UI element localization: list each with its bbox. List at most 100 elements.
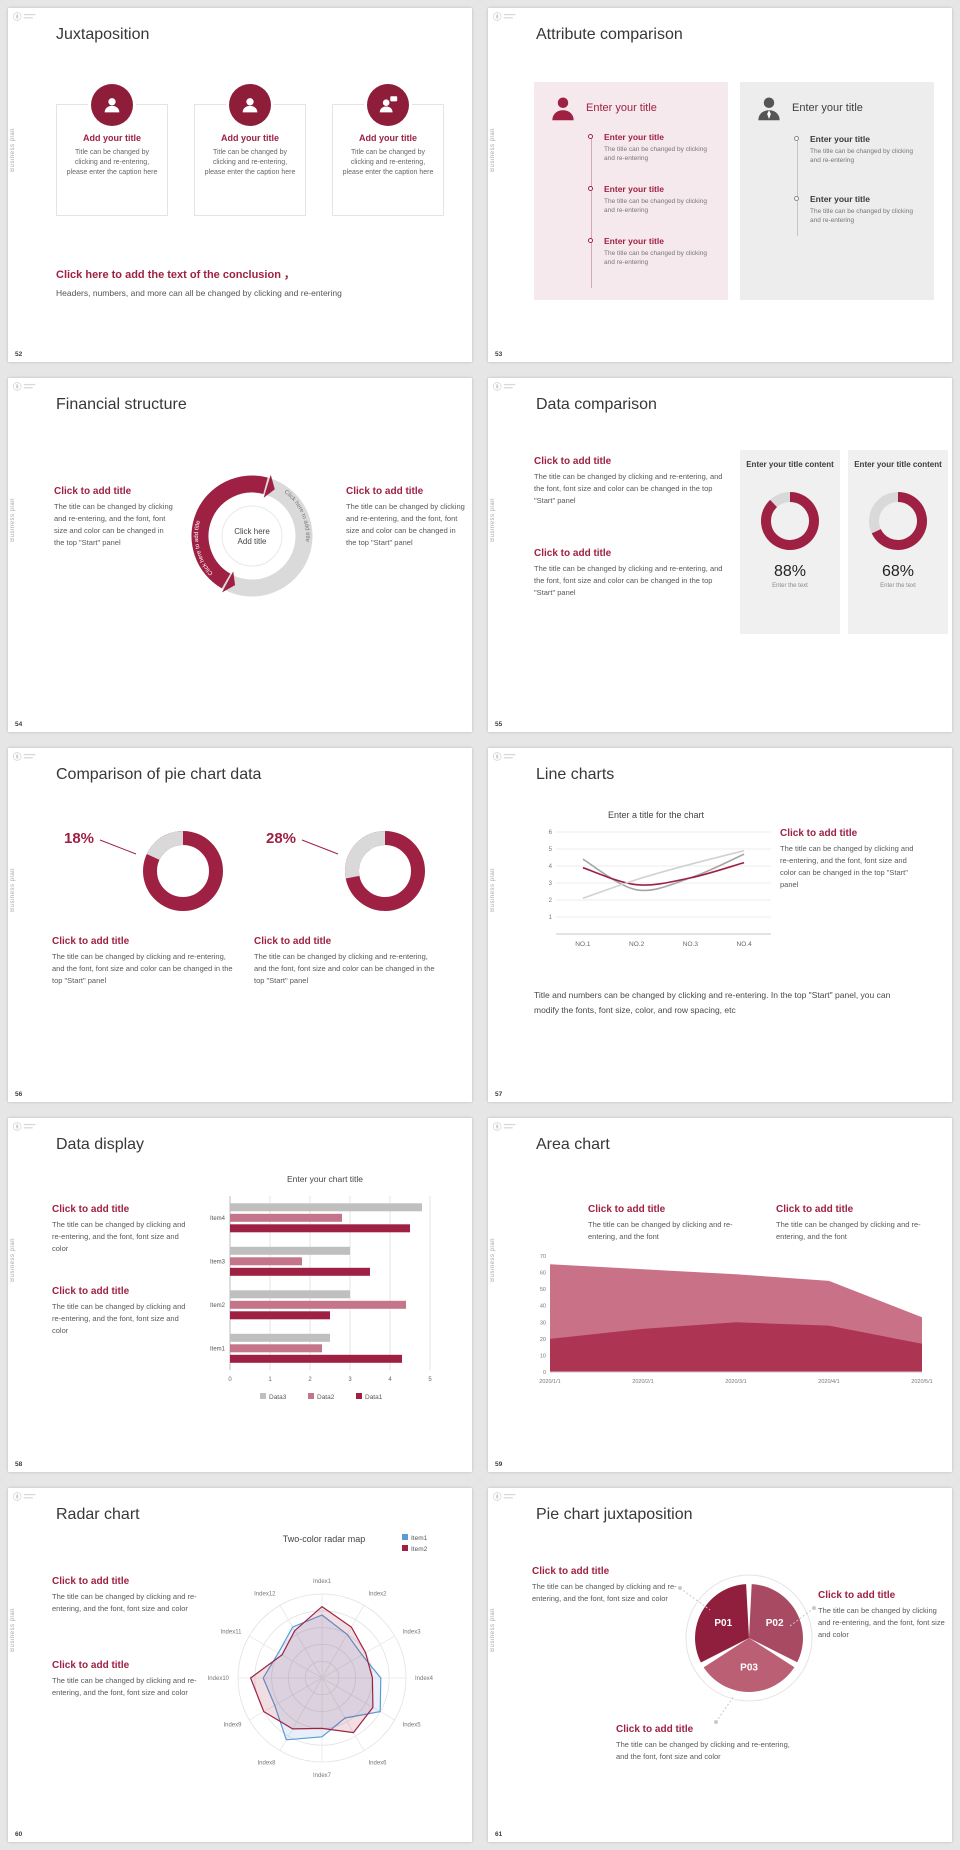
slide-57-line-charts[interactable]: Business plan Line charts Enter a title … [488,748,952,1102]
item-caption: The title can be changed by clicking and… [604,198,707,215]
block-title: Click to add title [54,486,132,497]
block-body: The title can be changed by clicking and… [534,564,723,597]
logo-icon [12,382,36,391]
pie-chart: P01 P02 P03 [685,1574,813,1702]
page-number: 57 [495,1091,503,1098]
svg-text:4: 4 [549,864,553,870]
text-block: Click to add title The title can be chan… [776,1204,941,1243]
svg-text:2020/3/1: 2020/3/1 [725,1379,746,1385]
block-title: Click to add title [776,1204,854,1215]
svg-text:2020/2/1: 2020/2/1 [632,1379,653,1385]
item-caption: The title can be changed by clicking and… [604,250,707,267]
svg-text:60: 60 [540,1271,546,1277]
logo-icon [492,1122,516,1131]
block-body: The title can be changed by clicking and… [588,1220,733,1241]
text-block: Click to add title The title can be chan… [52,1660,204,1699]
block-body: The title can be changed by clicking and… [346,502,465,547]
item-title: Enter your title [604,132,664,142]
card-caption: Title can be changed by clicking and re-… [342,149,434,177]
item-title: Enter your title [810,134,870,144]
slide-title: Data comparison [536,396,657,413]
sidebar-vertical-label: Business plan [10,128,16,172]
svg-text:Item2: Item2 [411,1546,428,1553]
text-block: Click to add title The title can be chan… [532,1566,680,1605]
radar-chart: Two-color radar map Item1 Item2 Index1 Index… [208,1534,434,1779]
timeline-item: Enter your title The title can be change… [794,194,922,225]
block-body: The title can be changed by clicking and… [54,502,173,547]
item-caption: The title can be changed by clicking and… [810,148,913,165]
footer-note: Title and numbers can be changed by clic… [534,990,891,1016]
slide-60-radar-chart[interactable]: Business plan Radar chart Click to add t… [8,1488,472,1842]
svg-text:20: 20 [540,1337,546,1343]
slide-58-data-display[interactable]: Business plan Data display Click to add … [8,1118,472,1472]
block-title: Click to add title [532,1566,610,1577]
percent-callout: 28% [266,830,297,847]
donut-group: 18% Click to add title The title can be … [52,824,240,1054]
logo-icon [492,1492,516,1501]
comparison-panel-right: Enter your title Enter your title The ti… [740,82,934,300]
donut-card: Enter your title content 88% Enter the t… [740,450,840,634]
sidebar-vertical-label: Business plan [10,868,16,912]
svg-text:Data1: Data1 [365,1394,383,1401]
svg-text:2: 2 [549,898,553,904]
page-number: 54 [15,721,23,728]
slide-59-area-chart[interactable]: Business plan Area chart Click to add ti… [488,1118,952,1472]
conclusion-title: Click here to add the text of the conclu… [56,269,295,281]
svg-text:P03: P03 [740,1663,758,1674]
slide-title: Financial structure [56,396,187,413]
svg-text:1: 1 [549,915,553,921]
card-title: Add your title [359,133,417,143]
slide-title: Pie chart juxtaposition [536,1506,693,1523]
percent-callout: 18% [64,830,95,847]
info-card: Add your title Title can be changed by c… [194,84,306,216]
timeline-line [591,136,592,288]
svg-text:Item3: Item3 [210,1259,226,1265]
svg-text:P02: P02 [766,1618,784,1629]
area-chart: 0 10 20 30 40 50 60 70 2020/1/1 2020/2/1 2020/3/1 2… [539,1254,932,1385]
timeline-dot-icon [588,134,593,139]
info-card: Add your title Title can be changed by c… [56,84,168,216]
svg-text:5: 5 [549,847,553,853]
donut-chart-28 [345,831,425,911]
timeline-item: Enter your title The title can be change… [588,236,716,267]
sidebar-vertical-label: Business plan [10,498,16,542]
slide-55-data-comparison[interactable]: Business plan Data comparison Click to a… [488,378,952,732]
page-number: 52 [15,351,23,358]
callout-line [301,839,339,855]
slide-61-pie-juxtaposition[interactable]: Business plan Pie chart juxtaposition Cl… [488,1488,952,1842]
timeline-item: Enter your title The title can be change… [588,184,716,215]
svg-text:1: 1 [268,1377,272,1383]
timeline-dot-icon [588,238,593,243]
slide-54-financial-structure[interactable]: Business plan Financial structure Click … [8,378,472,732]
slide-title: Data display [56,1136,145,1153]
svg-text:Item1: Item1 [210,1346,226,1352]
text-block: Click to add title The title can be chan… [780,828,920,891]
conclusion-body: Headers, numbers, and more can all be ch… [56,288,342,298]
svg-text:Two-color radar map: Two-color radar map [283,1534,366,1544]
block-body: The title can be changed by clicking and… [776,1220,921,1241]
svg-text:Click here: Click here [234,527,270,536]
person-chat-icon [367,84,409,126]
block-title: Click to add title [534,456,612,467]
timeline-dot-icon [588,186,593,191]
block-body: The title can be changed by clicking and… [532,1582,677,1603]
slide-56-pie-comparison[interactable]: Business plan Comparison of pie chart da… [8,748,472,1102]
card-caption: Enter the text [880,583,916,589]
svg-text:Index12: Index12 [254,1591,276,1597]
card-title: Add your title [83,133,141,143]
person-suit-icon [754,94,784,129]
logo-icon [12,1492,36,1501]
block-title: Click to add title [534,548,612,559]
card-row: Add your title Title can be changed by c… [56,84,444,216]
slide-53-attribute-comparison[interactable]: Business plan Attribute comparison Enter… [488,8,952,362]
timeline-item: Enter your title The title can be change… [794,134,922,165]
slide-title: Area chart [536,1136,610,1153]
svg-text:30: 30 [540,1320,546,1326]
donut-chart-18 [143,831,223,911]
svg-text:Index9: Index9 [223,1723,242,1729]
slide-52-juxtaposition[interactable]: Business plan Juxtaposition Add your tit… [8,8,472,362]
person-icon [91,84,133,126]
svg-text:P01: P01 [714,1618,732,1629]
svg-text:Index6: Index6 [369,1761,388,1767]
